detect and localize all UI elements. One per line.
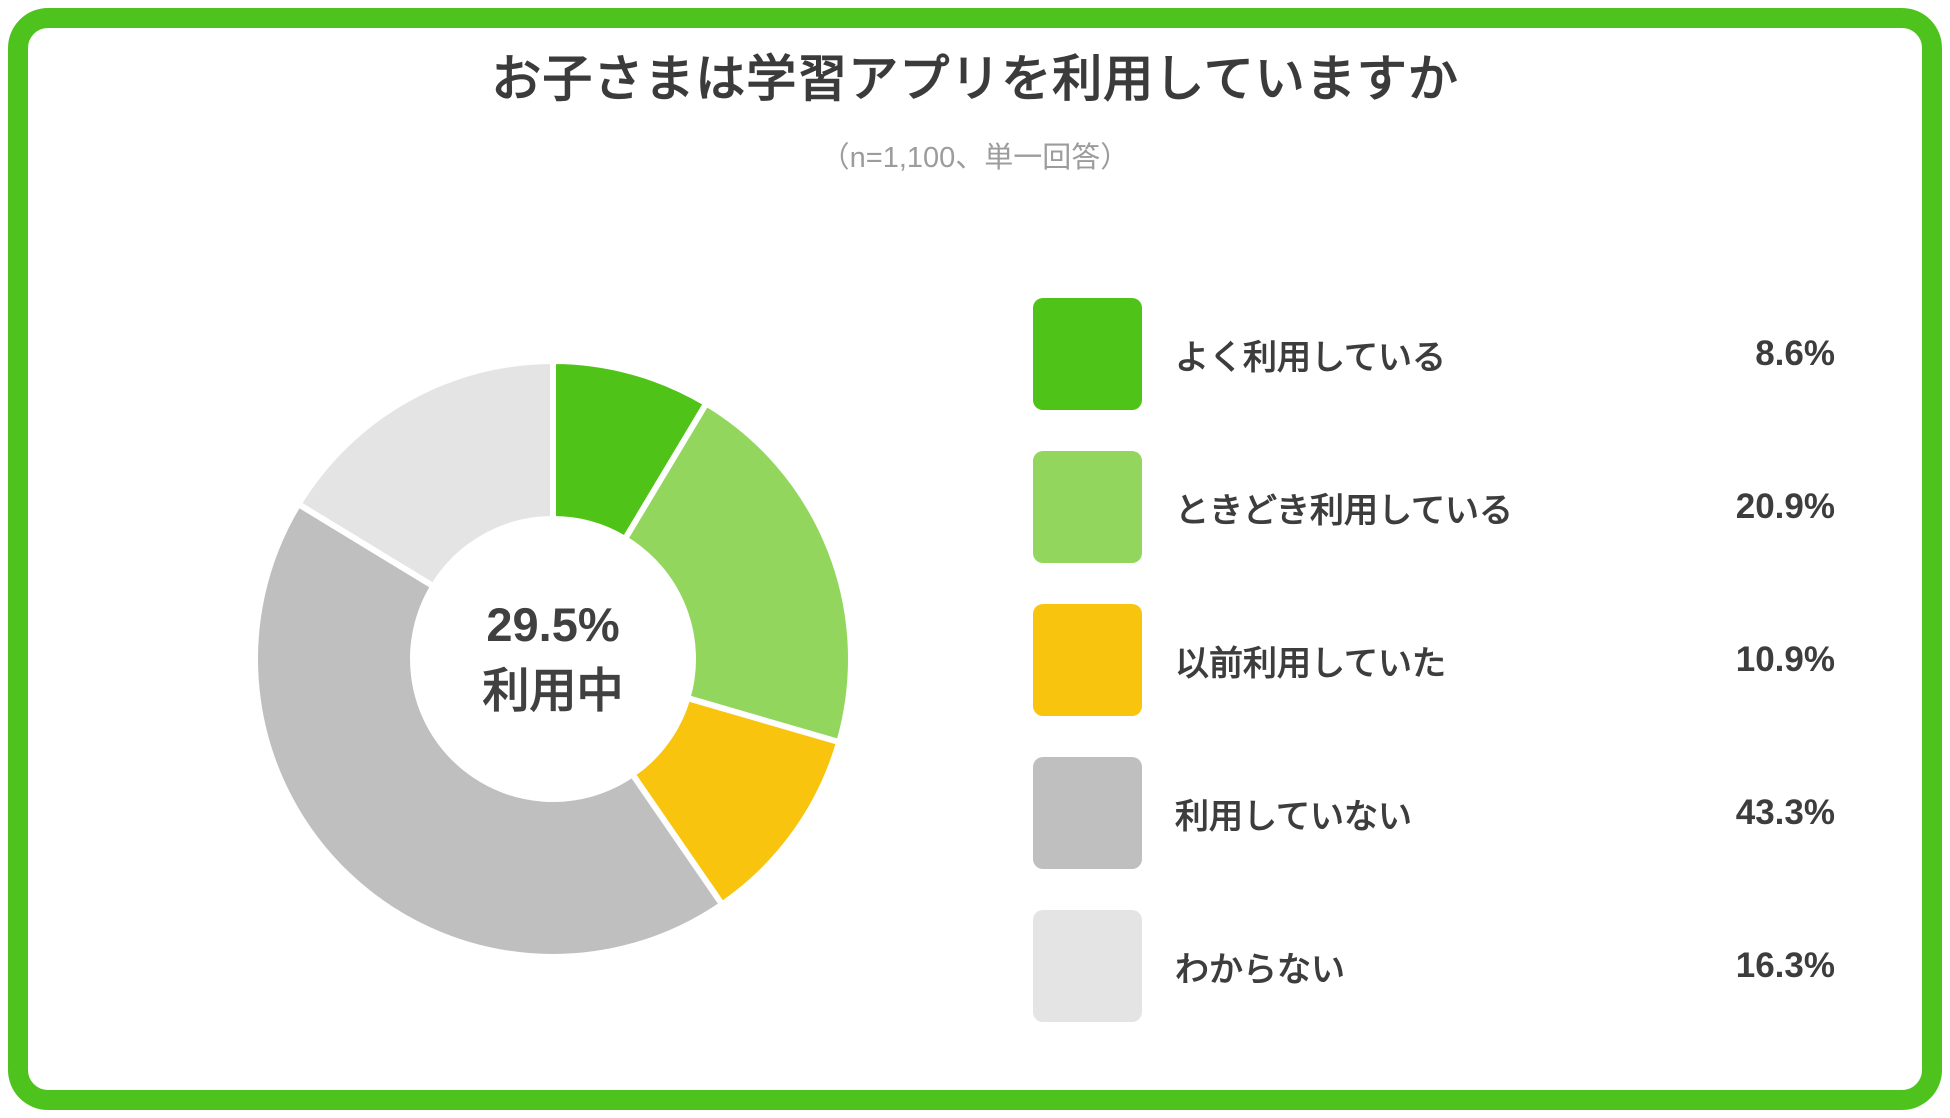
- legend-swatch: [1033, 451, 1142, 563]
- legend-value: 8.6%: [1755, 334, 1835, 373]
- legend-label: よく利用している: [1175, 338, 1446, 377]
- legend-item: わからない 16.3%: [1033, 910, 1835, 1022]
- legend-swatch: [1033, 298, 1142, 410]
- donut-slice-1: [622, 400, 855, 746]
- legend-item: 利用していない 43.3%: [1033, 757, 1835, 869]
- legend-item: ときどき利用している 20.9%: [1033, 451, 1835, 563]
- legend-swatch: [1033, 604, 1142, 716]
- legend-item: よく利用している 8.6%: [1033, 298, 1835, 410]
- donut-slice-4: [295, 358, 556, 590]
- legend-label: わからない: [1175, 950, 1345, 989]
- legend: よく利用している 8.6% ときどき利用している 20.9% 以前利用していた …: [1033, 298, 1835, 1022]
- legend-label: ときどき利用している: [1175, 491, 1513, 530]
- legend-swatch: [1033, 757, 1142, 869]
- donut-slice-3: [252, 501, 726, 960]
- chart-subtitle: （n=1,100、単一回答）: [820, 142, 1130, 174]
- legend-value: 10.9%: [1735, 640, 1835, 679]
- legend-value: 43.3%: [1735, 793, 1835, 832]
- legend-value: 16.3%: [1735, 946, 1835, 985]
- legend-label: 以前利用していた: [1175, 644, 1446, 683]
- legend-swatch: [1033, 910, 1142, 1022]
- chart-title: お子さまは学習アプリを利用していますか: [491, 51, 1459, 107]
- donut-center-label: 29.5% 利用中: [353, 592, 753, 724]
- donut-center-caption: 利用中: [482, 664, 624, 717]
- donut-center-percentage: 29.5%: [486, 598, 620, 651]
- donut-chart: [252, 358, 855, 960]
- donut-slice-2: [629, 695, 843, 908]
- legend-value: 20.9%: [1735, 487, 1835, 526]
- legend-item: 以前利用していた 10.9%: [1033, 604, 1835, 716]
- legend-label: 利用していない: [1175, 797, 1412, 836]
